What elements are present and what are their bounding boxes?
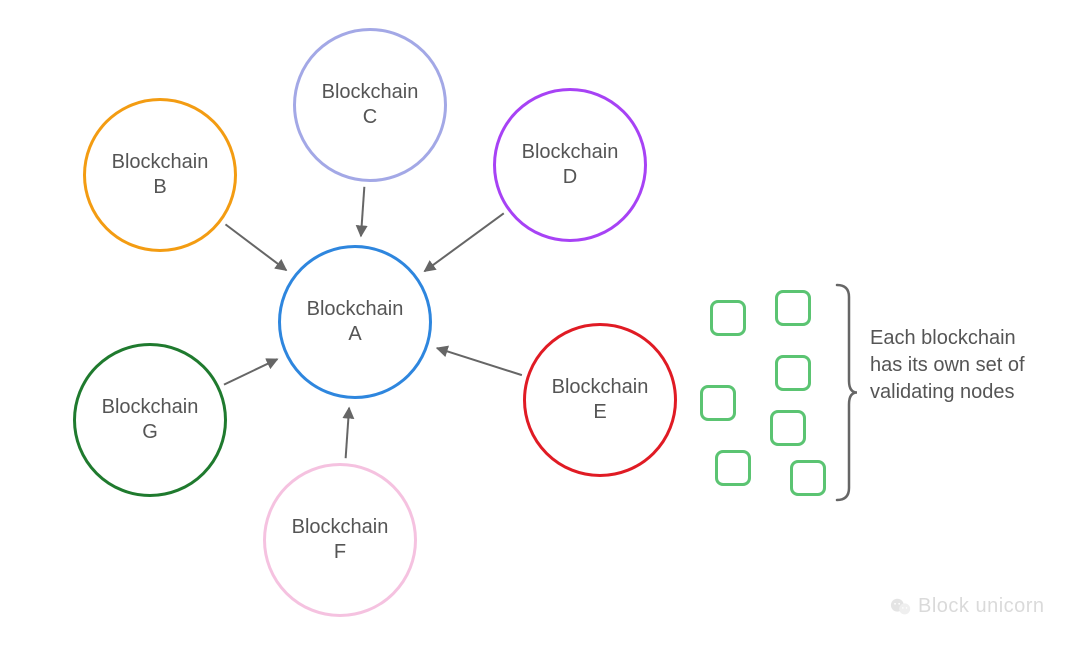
watermark: Block unicorn — [890, 595, 1045, 618]
node-g: Blockchain G — [73, 343, 227, 497]
watermark-text: Block unicorn — [918, 595, 1045, 618]
node-a: Blockchain A — [278, 245, 432, 399]
wechat-icon — [890, 596, 912, 618]
node-b: Blockchain B — [83, 98, 237, 252]
validating-node-1 — [710, 300, 746, 336]
edge-d-a — [424, 213, 503, 271]
node-label-b: Blockchain B — [112, 150, 209, 200]
annotation-text: Each blockchain has its own set of valid… — [870, 325, 1050, 406]
node-f: Blockchain F — [263, 463, 417, 617]
edge-c-a — [361, 187, 364, 236]
validating-node-3 — [700, 385, 736, 421]
edge-b-a — [225, 224, 286, 270]
brace — [835, 275, 875, 510]
annotation-label: Each blockchain has its own set of valid… — [870, 327, 1025, 403]
node-e: Blockchain E — [523, 323, 677, 477]
validating-node-2 — [775, 290, 811, 326]
validating-node-4 — [775, 355, 811, 391]
edge-g-a — [224, 359, 277, 385]
node-label-c: Blockchain C — [322, 80, 419, 130]
validating-node-6 — [715, 450, 751, 486]
node-label-g: Blockchain G — [102, 395, 199, 445]
node-c: Blockchain C — [293, 28, 447, 182]
node-label-a: Blockchain A — [307, 297, 404, 347]
node-d: Blockchain D — [493, 88, 647, 242]
validating-node-5 — [770, 410, 806, 446]
diagram-canvas: Blockchain A Blockchain B Blockchain C Bloc… — [0, 0, 1080, 645]
edge-e-a — [437, 348, 522, 375]
brace-path — [837, 285, 857, 500]
node-label-e: Blockchain E — [552, 375, 649, 425]
node-label-d: Blockchain D — [522, 140, 619, 190]
node-label-f: Blockchain F — [292, 515, 389, 565]
edge-f-a — [346, 408, 349, 458]
validating-node-7 — [790, 460, 826, 496]
